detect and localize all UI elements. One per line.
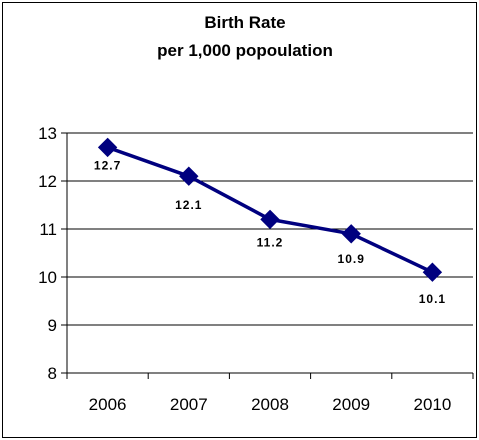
x-tick-label-2010: 2010 <box>413 395 451 414</box>
x-tick-label-2008: 2008 <box>251 395 289 414</box>
chart-title: Birth Rate <box>204 13 285 32</box>
y-tick-label-13: 13 <box>38 124 57 143</box>
gridlines <box>67 132 473 326</box>
x-tick-label-2006: 2006 <box>89 395 127 414</box>
data-point-2008 <box>260 209 280 230</box>
data-label-2009: 10.9 <box>338 252 365 266</box>
y-tick-label-11: 11 <box>39 220 57 239</box>
data-label-2007: 12.1 <box>175 198 202 212</box>
data-point-2007 <box>179 166 199 186</box>
y-tick-label-10: 10 <box>38 268 57 287</box>
y-axis-ticks: 8 9 10 11 12 13 <box>38 124 67 383</box>
x-tick-label-2007: 2007 <box>170 395 208 414</box>
data-point-2006 <box>97 137 118 158</box>
x-axis-ticks: 2006 2007 2008 2009 2010 <box>66 373 474 414</box>
data-point-2009 <box>341 224 361 244</box>
axes <box>66 133 473 374</box>
data-point-2010 <box>422 262 443 282</box>
data-label-2006: 12.7 <box>94 158 121 172</box>
data-labels: 12.7 12.1 11.2 10.9 10.1 <box>94 158 446 306</box>
data-label-2010: 10.1 <box>419 292 446 306</box>
y-tick-label-12: 12 <box>38 172 57 191</box>
chart-subtitle: per 1,000 popoulation <box>157 41 333 60</box>
y-tick-label-9: 9 <box>48 316 57 335</box>
data-label-2008: 11.2 <box>257 235 284 249</box>
series-birth-rate <box>97 137 443 282</box>
y-tick-label-8: 8 <box>48 364 57 383</box>
x-tick-label-2009: 2009 <box>332 395 370 414</box>
